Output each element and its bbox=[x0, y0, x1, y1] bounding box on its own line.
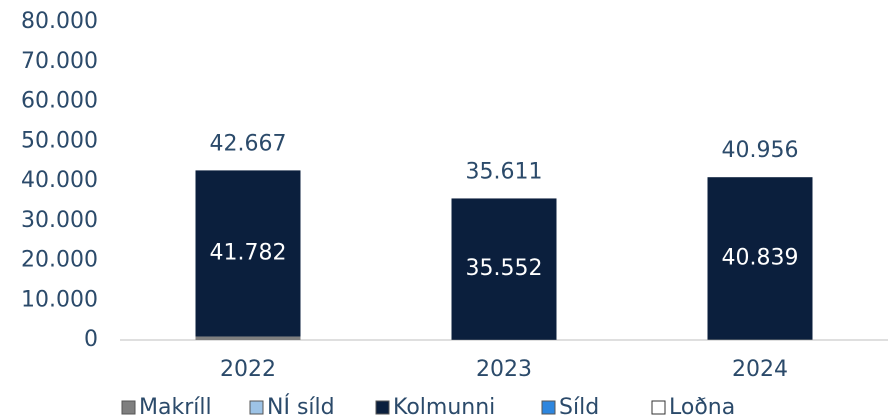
y-tick-label: 30.000 bbox=[21, 208, 98, 233]
segment-label: 41.782 bbox=[210, 240, 287, 265]
y-tick-label: 80.000 bbox=[21, 9, 98, 34]
legend-label: Kolmunni bbox=[393, 395, 495, 419]
bar-segment bbox=[707, 177, 813, 340]
legend-label: Síld bbox=[559, 395, 599, 419]
total-label: 42.667 bbox=[210, 131, 287, 156]
legend-label: NÍ síld bbox=[267, 394, 335, 419]
x-tick-label: 2022 bbox=[220, 357, 276, 382]
y-tick-label: 10.000 bbox=[21, 287, 98, 312]
legend-swatch bbox=[541, 400, 556, 415]
legend-swatch bbox=[121, 400, 136, 415]
x-tick-label: 2023 bbox=[476, 357, 532, 382]
y-tick-label: 20.000 bbox=[21, 248, 98, 273]
total-label: 35.611 bbox=[466, 159, 543, 184]
legend-label: Loðna bbox=[669, 395, 735, 419]
bar-segment bbox=[195, 170, 301, 337]
bar-segment bbox=[451, 198, 557, 340]
legend-swatch bbox=[375, 400, 390, 415]
y-tick-label: 70.000 bbox=[21, 49, 98, 74]
y-tick-label: 50.000 bbox=[21, 128, 98, 153]
segment-label: 35.552 bbox=[466, 256, 543, 281]
legend-swatch bbox=[651, 400, 666, 415]
total-label: 40.956 bbox=[722, 138, 799, 163]
y-tick-label: 60.000 bbox=[21, 89, 98, 114]
bar-segment bbox=[195, 336, 301, 340]
y-tick-label: 40.000 bbox=[21, 168, 98, 193]
segment-label: 40.839 bbox=[722, 245, 799, 270]
x-tick-label: 2024 bbox=[732, 357, 788, 382]
legend-swatch bbox=[249, 400, 264, 415]
y-tick-label: 0 bbox=[84, 327, 98, 352]
legend-label: Makríll bbox=[139, 395, 212, 419]
